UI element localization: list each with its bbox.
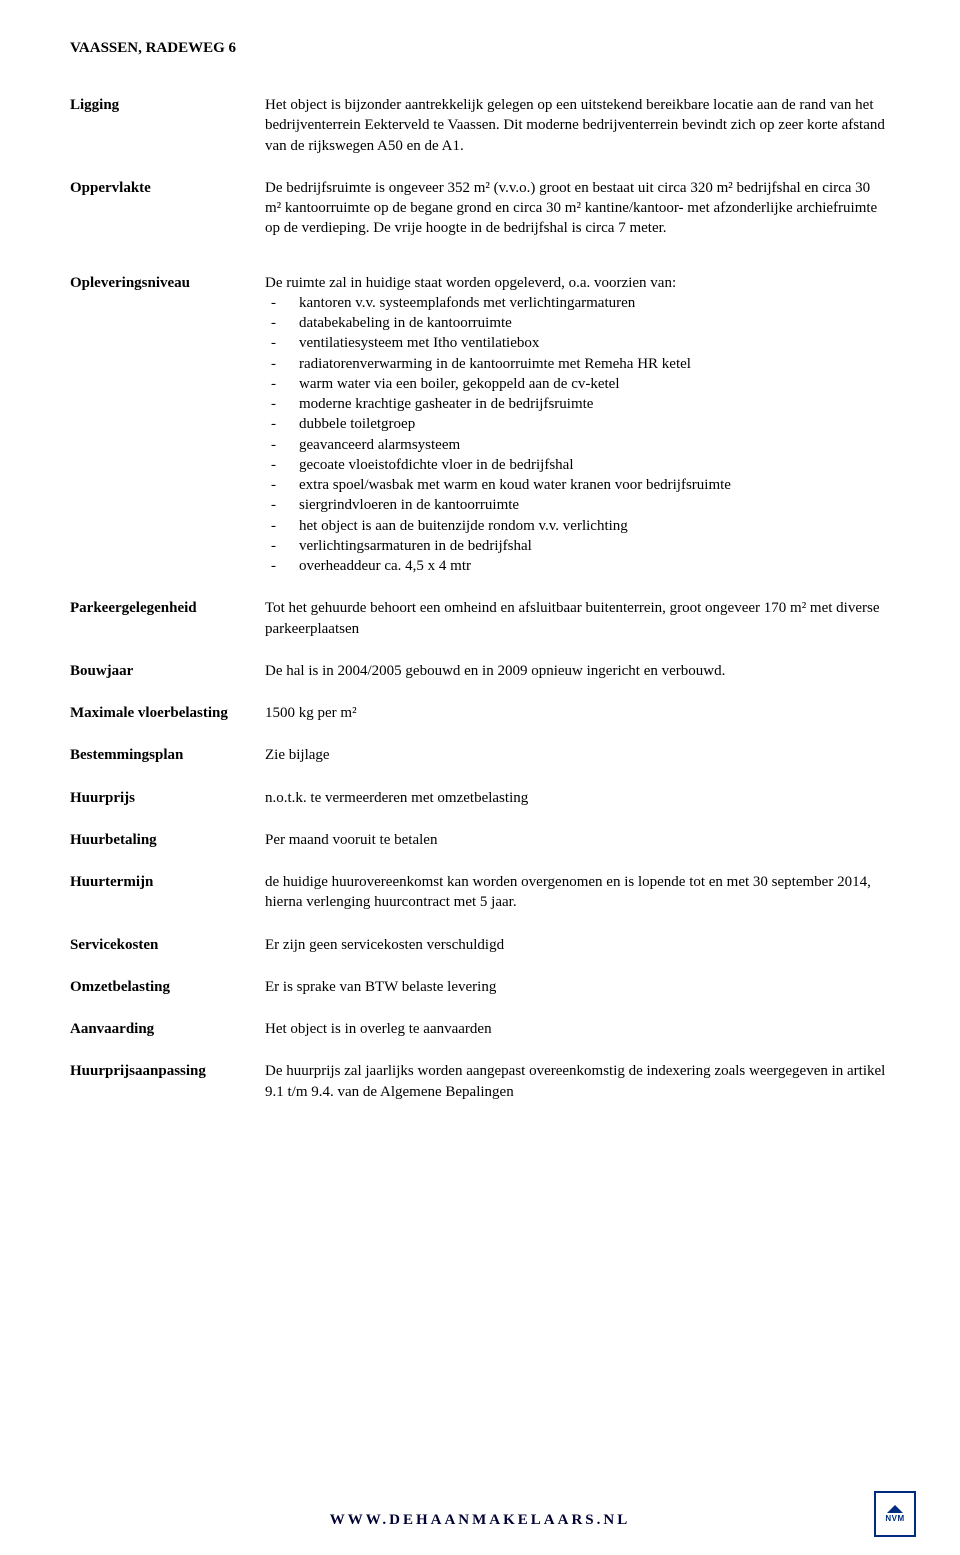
list-item: radiatorenverwarming in de kantoorruimte… xyxy=(265,354,890,374)
field-value: Zie bijlage xyxy=(265,745,890,765)
list-item: gecoate vloeistofdichte vloer in de bedr… xyxy=(265,455,890,475)
list-item-text: warm water via een boiler, gekoppeld aan… xyxy=(299,374,620,394)
field-label: Opleveringsniveau xyxy=(70,273,265,577)
field-row: HuurprijsaanpassingDe huurprijs zal jaar… xyxy=(70,1061,890,1102)
field-row: Huurprijsn.o.t.k. te vermeerderen met om… xyxy=(70,788,890,808)
list-item-text: radiatorenverwarming in de kantoorruimte… xyxy=(299,354,691,374)
field-label: Parkeergelegenheid xyxy=(70,598,265,639)
field-value: de huidige huurovereenkomst kan worden o… xyxy=(265,872,890,913)
field-row: BouwjaarDe hal is in 2004/2005 gebouwd e… xyxy=(70,661,890,681)
list-item: overheaddeur ca. 4,5 x 4 mtr xyxy=(265,556,890,576)
list-item-text: kantoren v.v. systeemplafonds met verlic… xyxy=(299,293,635,313)
field-label: Servicekosten xyxy=(70,935,265,955)
list-item-text: ventilatiesysteem met Itho ventilatiebox xyxy=(299,333,539,353)
field-row: ParkeergelegenheidTot het gehuurde behoo… xyxy=(70,598,890,639)
field-label: Huurprijsaanpassing xyxy=(70,1061,265,1102)
field-value: De hal is in 2004/2005 gebouwd en in 200… xyxy=(265,661,890,681)
field-label: Bouwjaar xyxy=(70,661,265,681)
field-value: 1500 kg per m² xyxy=(265,703,890,723)
field-label: Huurprijs xyxy=(70,788,265,808)
list-item: ventilatiesysteem met Itho ventilatiebox xyxy=(265,333,890,353)
field-label: Bestemmingsplan xyxy=(70,745,265,765)
logo-text: NVM xyxy=(885,1515,904,1523)
sections-container: LiggingHet object is bijzonder aantrekke… xyxy=(70,95,890,1102)
field-value: Het object is bijzonder aantrekkelijk ge… xyxy=(265,95,890,156)
list-item-text: verlichtingsarmaturen in de bedrijfshal xyxy=(299,536,532,556)
list-intro: De ruimte zal in huidige staat worden op… xyxy=(265,273,890,293)
list-item-text: moderne krachtige gasheater in de bedrij… xyxy=(299,394,593,414)
field-value: n.o.t.k. te vermeerderen met omzetbelast… xyxy=(265,788,890,808)
field-row: Maximale vloerbelasting1500 kg per m² xyxy=(70,703,890,723)
field-row: LiggingHet object is bijzonder aantrekke… xyxy=(70,95,890,156)
list-item: het object is aan de buitenzijde rondom … xyxy=(265,516,890,536)
field-value: De huurprijs zal jaarlijks worden aangep… xyxy=(265,1061,890,1102)
field-row: BestemmingsplanZie bijlage xyxy=(70,745,890,765)
field-value: Er zijn geen servicekosten verschuldigd xyxy=(265,935,890,955)
field-label: Ligging xyxy=(70,95,265,156)
field-label: Oppervlakte xyxy=(70,178,265,239)
list-item-text: databekabeling in de kantoorruimte xyxy=(299,313,512,333)
list-item-text: geavanceerd alarmsysteem xyxy=(299,435,460,455)
list-item-text: siergrindvloeren in de kantoorruimte xyxy=(299,495,519,515)
page-title: VAASSEN, RADEWEG 6 xyxy=(70,40,890,57)
field-label: Aanvaarding xyxy=(70,1019,265,1039)
list-item: siergrindvloeren in de kantoorruimte xyxy=(265,495,890,515)
field-value: De bedrijfsruimte is ongeveer 352 m² (v.… xyxy=(265,178,890,239)
field-row: OmzetbelastingEr is sprake van BTW belas… xyxy=(70,977,890,997)
list-item: warm water via een boiler, gekoppeld aan… xyxy=(265,374,890,394)
field-row: ServicekostenEr zijn geen servicekosten … xyxy=(70,935,890,955)
field-row: AanvaardingHet object is in overleg te a… xyxy=(70,1019,890,1039)
field-label: Huurtermijn xyxy=(70,872,265,913)
list-item-text: het object is aan de buitenzijde rondom … xyxy=(299,516,628,536)
footer-url: WWW.DEHAANMAKELAARS.NL xyxy=(0,1512,960,1529)
field-value: Per maand vooruit te betalen xyxy=(265,830,890,850)
list-item: dubbele toiletgroep xyxy=(265,414,890,434)
field-label: Omzetbelasting xyxy=(70,977,265,997)
field-value: Tot het gehuurde behoort een omheind en … xyxy=(265,598,890,639)
field-row: OpleveringsniveauDe ruimte zal in huidig… xyxy=(70,273,890,577)
list-item: geavanceerd alarmsysteem xyxy=(265,435,890,455)
list-item-text: overheaddeur ca. 4,5 x 4 mtr xyxy=(299,556,471,576)
field-value: Het object is in overleg te aanvaarden xyxy=(265,1019,890,1039)
bullet-list: kantoren v.v. systeemplafonds met verlic… xyxy=(265,293,890,577)
list-item: moderne krachtige gasheater in de bedrij… xyxy=(265,394,890,414)
list-item-text: gecoate vloeistofdichte vloer in de bedr… xyxy=(299,455,573,475)
field-value: Er is sprake van BTW belaste levering xyxy=(265,977,890,997)
list-item: databekabeling in de kantoorruimte xyxy=(265,313,890,333)
list-item-text: extra spoel/wasbak met warm en koud wate… xyxy=(299,475,731,495)
list-item: verlichtingsarmaturen in de bedrijfshal xyxy=(265,536,890,556)
field-row: OppervlakteDe bedrijfsruimte is ongeveer… xyxy=(70,178,890,239)
list-item: extra spoel/wasbak met warm en koud wate… xyxy=(265,475,890,495)
field-value: De ruimte zal in huidige staat worden op… xyxy=(265,273,890,577)
house-icon xyxy=(887,1505,903,1513)
field-label: Huurbetaling xyxy=(70,830,265,850)
field-row: HuurbetalingPer maand vooruit te betalen xyxy=(70,830,890,850)
list-item-text: dubbele toiletgroep xyxy=(299,414,415,434)
nvm-logo: NVM xyxy=(874,1491,916,1537)
field-label: Maximale vloerbelasting xyxy=(70,703,265,723)
list-item: kantoren v.v. systeemplafonds met verlic… xyxy=(265,293,890,313)
field-row: Huurtermijnde huidige huurovereenkomst k… xyxy=(70,872,890,913)
